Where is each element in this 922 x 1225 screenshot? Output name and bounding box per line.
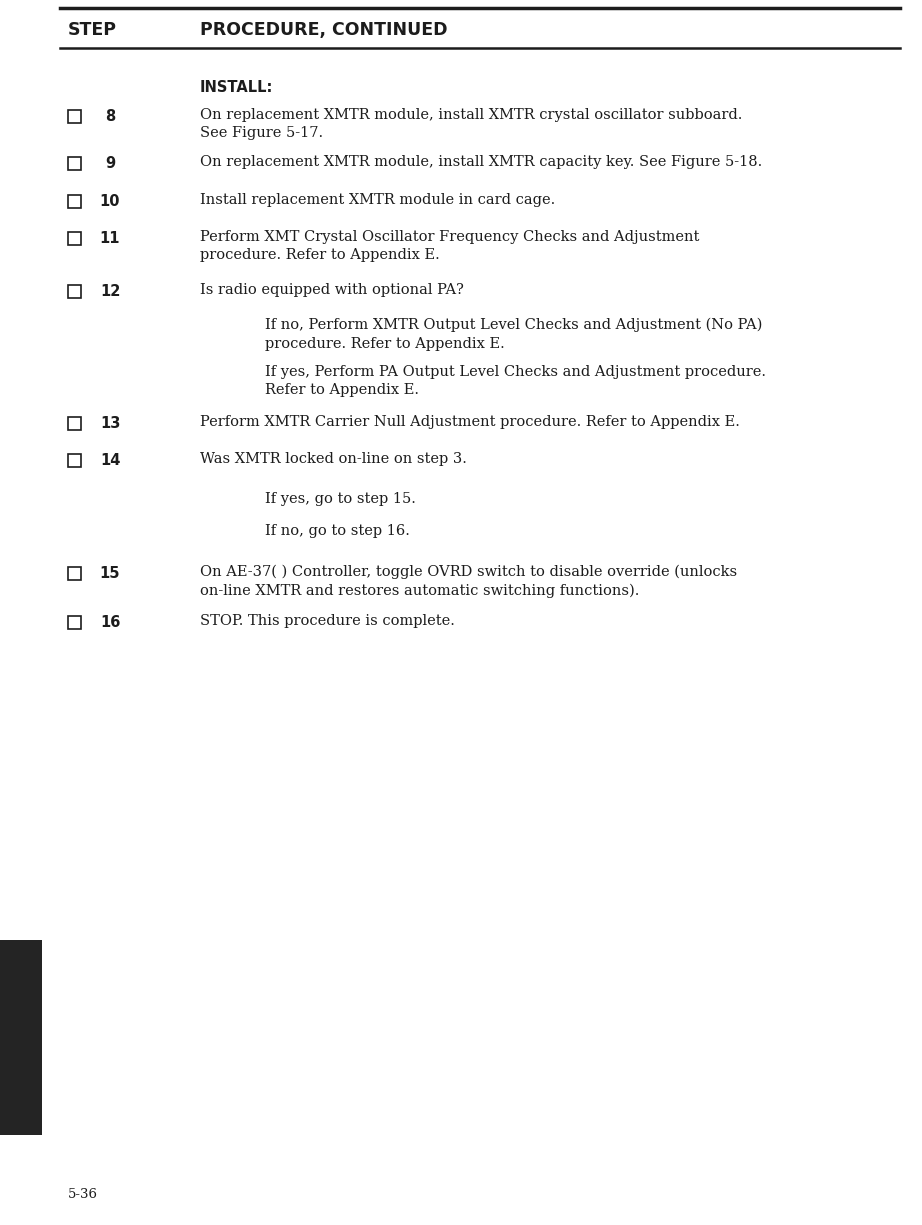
Bar	[68, 195, 81, 208]
Text: If yes, go to step 15.: If yes, go to step 15.	[265, 492, 416, 506]
Text: 9: 9	[105, 157, 115, 172]
Bar	[68, 616, 81, 630]
Text: If no, Perform XMTR Output Level Checks and Adjustment (No PA)
procedure. Refer : If no, Perform XMTR Output Level Checks …	[265, 318, 762, 350]
Text: On AE-37( ) Controller, toggle OVRD switch to disable override (unlocks
on-line : On AE-37( ) Controller, toggle OVRD swit…	[200, 565, 737, 598]
Bar	[0, 940, 42, 1136]
Text: Install replacement XMTR module in card cage.: Install replacement XMTR module in card …	[200, 194, 555, 207]
Bar	[68, 233, 81, 245]
Bar	[68, 454, 81, 467]
Text: 14: 14	[100, 453, 120, 468]
Text: 15: 15	[100, 566, 120, 581]
Text: STOP. This procedure is complete.: STOP. This procedure is complete.	[200, 614, 455, 628]
Text: 11: 11	[100, 232, 120, 246]
Bar	[68, 567, 81, 581]
Text: 16: 16	[100, 615, 120, 630]
Text: STEP: STEP	[68, 21, 117, 39]
Text: 5-36: 5-36	[68, 1188, 98, 1202]
Bar	[68, 157, 81, 170]
Bar	[68, 110, 81, 124]
Text: 13: 13	[100, 417, 120, 431]
Text: On replacement XMTR module, install XMTR capacity key. See Figure 5-18.: On replacement XMTR module, install XMTR…	[200, 156, 762, 169]
Text: PROCEDURE, CONTINUED: PROCEDURE, CONTINUED	[200, 21, 447, 39]
Text: If yes, Perform PA Output Level Checks and Adjustment procedure.
Refer to Append: If yes, Perform PA Output Level Checks a…	[265, 365, 766, 397]
Text: Was XMTR locked on-line on step 3.: Was XMTR locked on-line on step 3.	[200, 452, 467, 466]
Bar	[68, 418, 81, 430]
Text: 12: 12	[100, 284, 120, 299]
Text: 8: 8	[105, 109, 115, 124]
Text: Perform XMTR Carrier Null Adjustment procedure. Refer to Appendix E.: Perform XMTR Carrier Null Adjustment pro…	[200, 415, 739, 429]
Text: INSTALL:: INSTALL:	[200, 80, 274, 96]
Text: Perform XMT Crystal Oscillator Frequency Checks and Adjustment
procedure. Refer : Perform XMT Crystal Oscillator Frequency…	[200, 230, 700, 262]
Text: If no, go to step 16.: If no, go to step 16.	[265, 524, 410, 538]
Text: 10: 10	[100, 195, 120, 209]
Bar	[68, 285, 81, 298]
Text: Is radio equipped with optional PA?: Is radio equipped with optional PA?	[200, 283, 464, 296]
Text: On replacement XMTR module, install XMTR crystal oscillator subboard.
See Figure: On replacement XMTR module, install XMTR…	[200, 108, 742, 141]
